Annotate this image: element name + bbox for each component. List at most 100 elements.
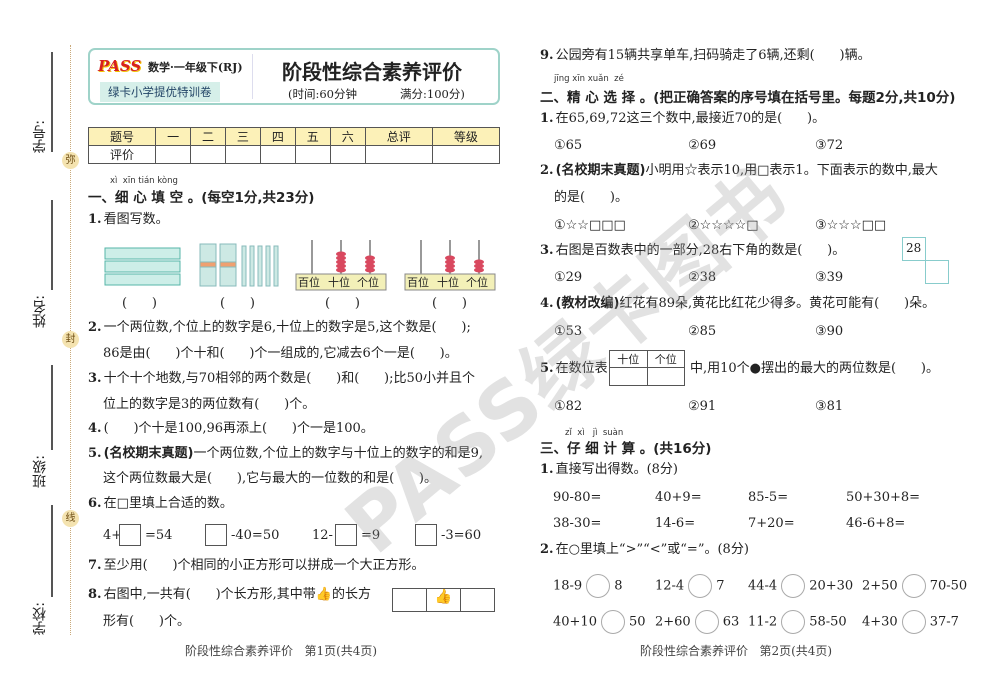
subject-label: 数学·一年级下(RJ) <box>148 61 243 74</box>
question-8: 8. 右图中,一共有( )个长方形,其中带👍的长方 <box>88 587 371 603</box>
calc-item[interactable]: 14-6= <box>655 516 696 531</box>
question-7: 7. 至少用( )个相同的小正方形可以拼成一个大正方形。 <box>88 558 425 574</box>
question-text: ( )个十是100,96再添上( )个一是100。 <box>103 421 374 436</box>
answer-box[interactable] <box>335 524 357 546</box>
compare-item: 12-4 7 <box>655 574 725 598</box>
answer-blank[interactable]: ( ) <box>325 296 360 311</box>
question-text: 形有( )个。 <box>103 614 190 629</box>
section3-title: 三、仔 细 计 算 。(共16分) <box>540 441 712 457</box>
question-text: 右图中,一共有( )个长方形,其中带 <box>103 587 316 602</box>
compare-circle[interactable] <box>781 610 806 634</box>
score-cell[interactable] <box>155 145 192 164</box>
calc-item[interactable]: 85-5= <box>748 490 789 505</box>
calc-item[interactable]: 7+20= <box>748 516 795 531</box>
section2-title: 二、精 心 选 择 。(把正确答案的序号填在括号里。每题2分,共10分) <box>540 90 956 106</box>
answer-blank[interactable]: ( ) <box>220 296 255 311</box>
calc-item[interactable]: 46-6+8= <box>846 516 906 531</box>
equation-part: -40=50 <box>231 528 280 543</box>
compare-circle[interactable] <box>586 574 611 598</box>
question-text: 至少用( )个相同的小正方形可以拼成一个大正方形。 <box>103 558 425 573</box>
option[interactable]: ③☆☆☆□□ <box>815 218 887 233</box>
series-label: 绿卡小学提优特训卷 <box>100 82 220 102</box>
answer-box[interactable] <box>205 524 227 546</box>
score-cell[interactable] <box>329 145 366 164</box>
score-cell[interactable] <box>364 145 433 164</box>
calc-item[interactable]: 90-80= <box>553 490 602 505</box>
answer-blank[interactable]: ( ) <box>432 296 467 311</box>
calc-1: 1. 直接写出得数。(8分) <box>540 462 678 478</box>
score-cell[interactable] <box>259 145 296 164</box>
compare-item: 18-9 8 <box>553 574 623 598</box>
choice-1: 1. 在65,69,72这三个数中,最接近70的是( )。 <box>540 111 825 127</box>
compare-circle[interactable] <box>600 610 625 634</box>
option[interactable]: ①☆☆□□□ <box>554 218 626 233</box>
score-cell[interactable] <box>431 145 501 164</box>
question-number: 3. <box>540 243 554 258</box>
option[interactable]: ③72 <box>815 138 844 153</box>
calc-item[interactable]: 40+9= <box>655 490 702 505</box>
option[interactable]: ①53 <box>554 324 583 339</box>
student-number-field[interactable] <box>51 52 53 152</box>
header-cell: 三 <box>224 127 261 146</box>
question-2: 2. 一个两位数,个位上的数字是6,十位上的数字是5,这个数是( ); <box>88 320 471 336</box>
section1-title: 一、细 心 填 空 。(每空1分,共23分) <box>88 190 315 206</box>
question-number: 8. <box>88 587 102 602</box>
option[interactable]: ③81 <box>815 399 844 414</box>
option[interactable]: ①65 <box>554 138 583 153</box>
class-field[interactable] <box>51 365 53 450</box>
answer-box[interactable] <box>119 524 141 546</box>
compare-circle[interactable] <box>901 574 926 598</box>
place-label-hundreds: 百位 <box>407 276 429 289</box>
school-field[interactable] <box>51 505 53 597</box>
compare-circle[interactable] <box>694 610 719 634</box>
calc-item[interactable]: 50+30+8= <box>846 490 921 505</box>
question-text: 的长方 <box>331 587 371 602</box>
answer-blank[interactable]: ( ) <box>122 296 157 311</box>
hundred-chart-blank-cell <box>925 260 949 284</box>
compare-item: 2+50 70-50 <box>862 574 967 598</box>
header-cell: 四 <box>259 127 296 146</box>
question-text: 十个十个地数,与70相邻的两个数是( )和( );比50小并且个 <box>103 371 476 386</box>
option[interactable]: ①82 <box>554 399 583 414</box>
compare-circle[interactable] <box>688 574 713 598</box>
header-cell: 题号 <box>87 127 157 146</box>
calc-item[interactable]: 38-30= <box>553 516 602 531</box>
score-cell[interactable] <box>294 145 331 164</box>
question-number: 2. <box>88 320 102 335</box>
option[interactable]: ③39 <box>815 270 844 285</box>
seal-feng: 封 <box>62 331 79 348</box>
section3-pinyin: zǐ xì jì suàn <box>565 428 624 438</box>
option[interactable]: ②38 <box>688 270 717 285</box>
option[interactable]: ②91 <box>688 399 717 414</box>
place-label-ones: 个位 <box>357 276 379 289</box>
compare-item: 4+30 37-7 <box>862 610 959 634</box>
thumbs-up-icon: 👍 <box>427 589 461 611</box>
option[interactable]: ②85 <box>688 324 717 339</box>
question-number: 4. <box>540 296 554 311</box>
page-footer: 阶段性综合素养评价 第1页(共4页) <box>185 644 378 658</box>
compare-item: 2+60 63 <box>655 610 739 634</box>
compare-circle[interactable] <box>901 610 926 634</box>
compare-circle[interactable] <box>781 574 806 598</box>
score-cell[interactable] <box>190 145 226 164</box>
option[interactable]: ②69 <box>688 138 717 153</box>
time-limit: (时间:60分钟 <box>288 87 357 101</box>
score-cell[interactable] <box>224 145 261 164</box>
name-field[interactable] <box>51 200 53 290</box>
exam-title: 阶段性综合素养评价 <box>282 60 462 84</box>
option[interactable]: ③90 <box>815 324 844 339</box>
place-label-ones: 个位 <box>466 276 488 289</box>
question-tag: (名校期末真题) <box>103 446 194 461</box>
header-divider <box>252 54 253 99</box>
option[interactable]: ①29 <box>554 270 583 285</box>
header-cell: 一 <box>155 127 192 146</box>
header-cell: 等级 <box>431 127 501 146</box>
choice-3: 3. 右图是百数表中的一部分,28右下角的数是( )。 <box>540 243 845 259</box>
seal-xian: 线 <box>62 510 79 527</box>
answer-box[interactable] <box>415 524 437 546</box>
question-text: 红花有89朵,黄花比红花少得多。黄花可能有( )朵。 <box>619 296 936 311</box>
question-number: 5. <box>540 361 554 376</box>
school-label: 学校: <box>32 602 48 635</box>
question-text: 右图是百数表中的一部分,28右下角的数是( )。 <box>555 243 846 258</box>
option[interactable]: ②☆☆☆☆□ <box>688 218 759 233</box>
